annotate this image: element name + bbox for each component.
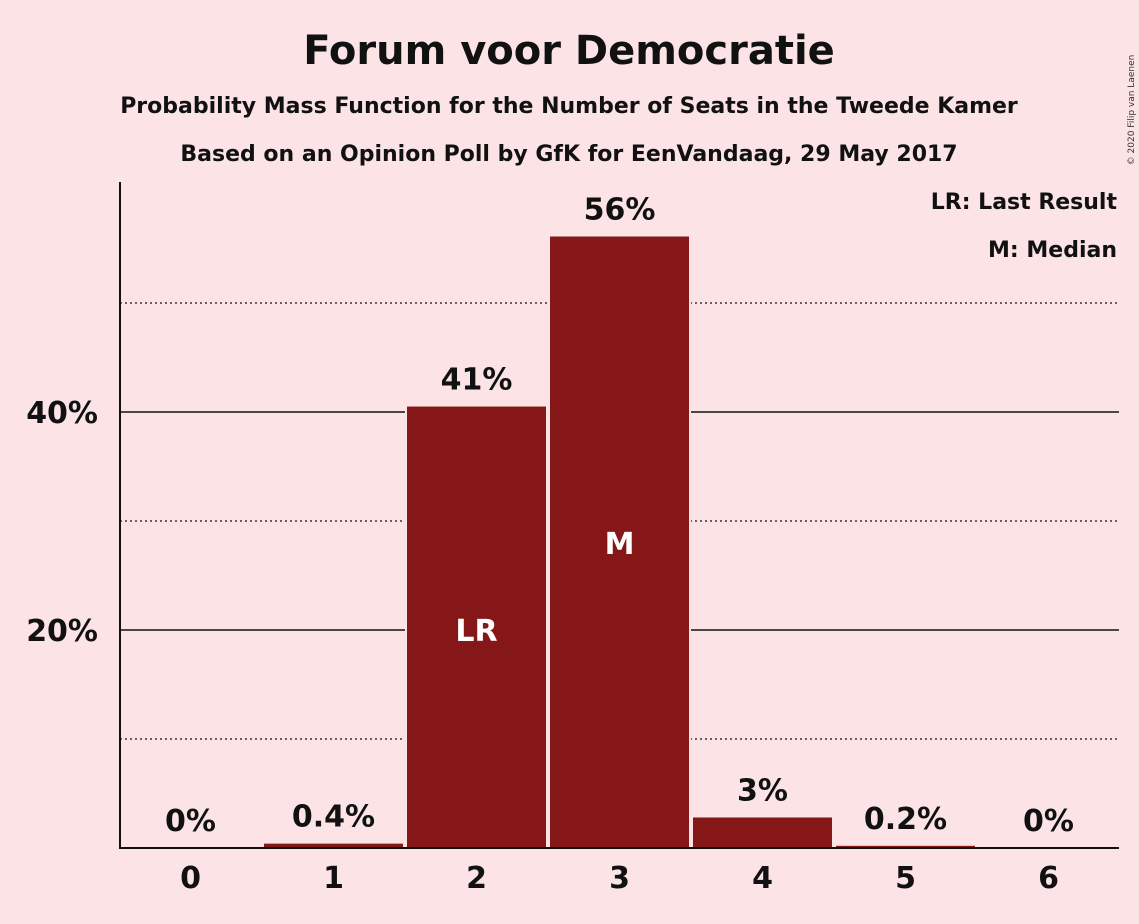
value-label-4: 3% (737, 773, 788, 808)
y-tick-label: 20% (26, 614, 98, 649)
value-label-3: 56% (584, 193, 656, 228)
x-tick-label-5: 5 (895, 861, 916, 896)
in-bar-label-2: LR (455, 614, 497, 649)
value-label-6: 0% (1023, 804, 1074, 839)
labels: 20% 40% 0% 0 0.4% 1 41% LR 2 56% M 3 3% 4 0.2% 5 0% 6 (26, 193, 1074, 896)
x-tick-label-3: 3 (609, 861, 630, 896)
chart-subtitle-source: Based on an Opinion Poll by GfK for EenV… (180, 142, 957, 167)
copyright-text: © 2020 Filip van Laenen (1127, 55, 1137, 166)
legend-median: M: Median (988, 238, 1117, 263)
x-tick-label-4: 4 (752, 861, 773, 896)
x-tick-label-0: 0 (180, 861, 201, 896)
chart-subtitle: Probability Mass Function for the Number… (120, 94, 1018, 119)
bar-seats-2 (407, 406, 546, 848)
value-label-2: 41% (441, 363, 513, 398)
x-tick-label-6: 6 (1038, 861, 1059, 896)
chart-title: Forum voor Democratie (303, 28, 835, 74)
bar-seats-1 (264, 843, 403, 848)
bars (262, 236, 977, 848)
y-tick-label: 40% (26, 396, 98, 431)
bar-seats-3 (550, 236, 689, 848)
x-tick-label-1: 1 (323, 861, 344, 896)
x-tick-label-2: 2 (466, 861, 487, 896)
bar-seats-4 (693, 817, 832, 848)
legend-last-result: LR: Last Result (931, 190, 1118, 215)
value-label-5: 0.2% (864, 802, 947, 837)
value-label-1: 0.4% (292, 800, 375, 835)
bar-seats-5 (836, 845, 975, 848)
in-bar-label-3: M (605, 527, 635, 562)
value-label-0: 0% (165, 804, 216, 839)
